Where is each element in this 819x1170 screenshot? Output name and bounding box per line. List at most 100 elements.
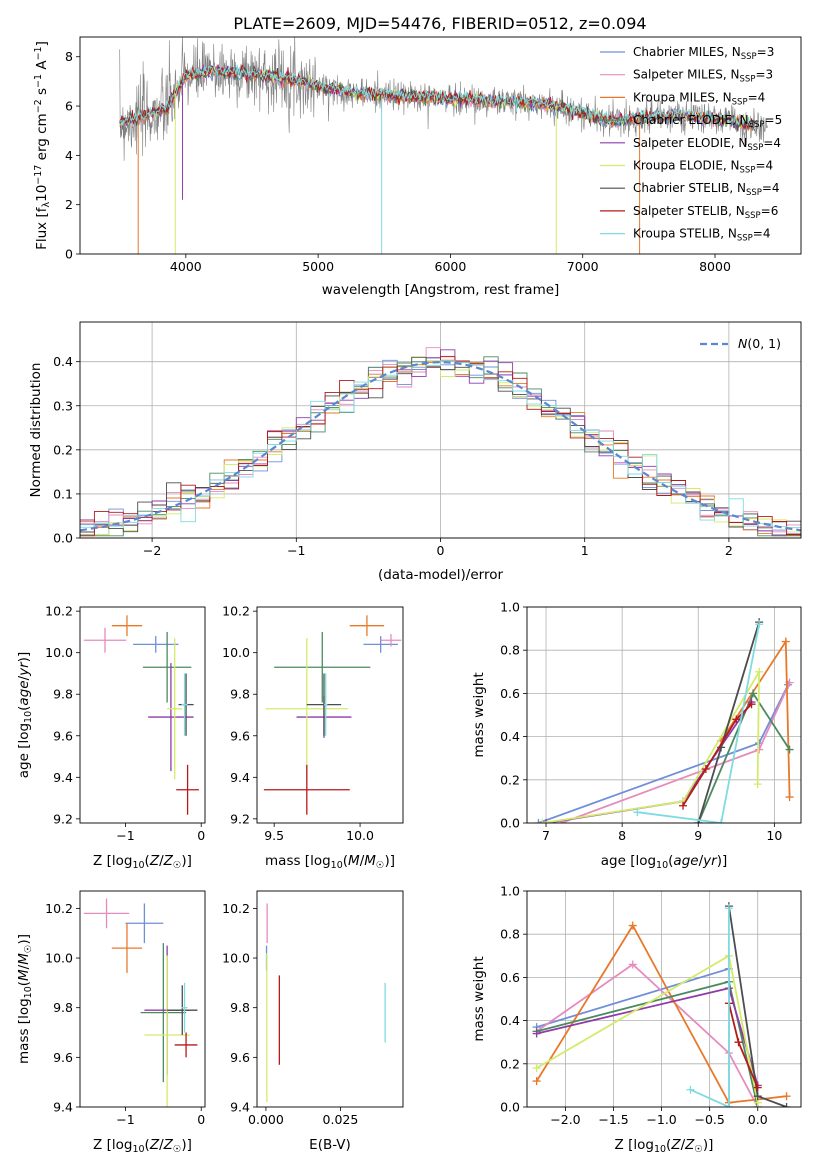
- legend-sub: SSP: [745, 211, 761, 221]
- x-tick-label: 0: [197, 828, 205, 843]
- x-tick-label: 10: [766, 828, 782, 843]
- gaussian-curve: [80, 360, 801, 532]
- figure-title: PLATE=2609, MJD=54476, FIBERID=0512, z=0…: [233, 14, 646, 33]
- y-tick-label: 10.2: [222, 901, 250, 916]
- y-tick-label: 0.0: [53, 531, 73, 546]
- legend-label-kroupa_stelib: Kroupa STELIB, NSSP=4: [633, 227, 771, 244]
- x-tick-label: 10.0: [346, 828, 374, 843]
- y-tick-label: 10.0: [45, 645, 73, 660]
- plot-area: [534, 618, 794, 823]
- weight-marker-kroupa_stelib: [724, 1103, 733, 1107]
- label-part: yr: [702, 853, 718, 869]
- y-axis-label: age [log10(age/yr)]: [16, 652, 34, 778]
- label-part: −2: [33, 99, 44, 113]
- label-part: 10: [23, 711, 34, 723]
- x-tick-label: −1: [287, 543, 305, 558]
- label-part: )]: [703, 1137, 714, 1153]
- label-part: Z: [670, 1137, 681, 1153]
- label-part: M: [16, 953, 32, 965]
- legend-text: Chabrier MILES, N: [633, 45, 741, 59]
- label-part: 10: [331, 860, 343, 871]
- label-part: ☉: [173, 860, 182, 871]
- label-part: mass [log: [265, 853, 331, 869]
- weight-marker-salpeter_stelib: [701, 765, 710, 773]
- weight-marker-chabrier_elodie: [785, 745, 794, 754]
- legend-count: =3: [757, 45, 775, 59]
- y-tick-label: 0.3: [53, 398, 73, 413]
- legend-label-salpeter_elodie: Salpeter ELODIE, NSSP=4: [633, 136, 781, 153]
- panel-mass-vs-Z: −1 09.49.69.810.010.2Z [log10(Z/Z☉)]mass …: [16, 890, 206, 1155]
- plot-area: [80, 347, 801, 537]
- y-axis-label: mass weight: [471, 956, 487, 1041]
- legend-label-chabrier_miles: Chabrier MILES, NSSP=3: [633, 45, 774, 62]
- y-tick-label: 10.0: [222, 951, 250, 966]
- y-axis-label: mass weight: [471, 672, 487, 757]
- weight-marker-salpeter_stelib: [747, 700, 756, 709]
- y-tick-label: 9.2: [53, 811, 73, 826]
- x-tick-label: 6000: [435, 259, 467, 274]
- weight-marker-kroupa_stelib: [717, 819, 726, 823]
- legend-text: Kroupa ELODIE, N: [633, 159, 740, 173]
- y-tick-label: 1.0: [500, 600, 520, 615]
- y-tick-label: 10.2: [45, 604, 73, 619]
- label-part: /: [159, 853, 164, 869]
- weight-line-kroupa_stelib: [637, 624, 760, 823]
- weight-marker-kroupa_elodie: [755, 667, 764, 676]
- legend-args: (0, 1): [747, 336, 781, 351]
- y-tick-label: 9.8: [230, 687, 250, 702]
- weight-marker-kroupa_stelib: [686, 1085, 695, 1094]
- plot-area: [263, 615, 402, 815]
- x-tick-label: 7: [542, 828, 550, 843]
- weight-marker-kroupa_miles: [532, 1077, 541, 1086]
- label-part: Z [log: [93, 1137, 132, 1153]
- legend-text: Chabrier ELODIE, N: [633, 113, 749, 127]
- legend-label-salpeter_stelib: Salpeter STELIB, NSSP=6: [633, 204, 778, 221]
- x-tick-label: 5000: [302, 259, 334, 274]
- hist-step-kroupa_stelib: [80, 360, 801, 533]
- legend-count: =5: [765, 113, 783, 127]
- legend-n: N: [738, 336, 748, 351]
- label-part: Z: [149, 1137, 160, 1153]
- weight-line-kroupa_stelib: [690, 908, 730, 1107]
- plot-area: [119, 37, 768, 254]
- weight-marker-salpeter_stelib: [753, 1083, 762, 1092]
- weight-marker-kroupa_stelib: [633, 808, 642, 817]
- axes-frame: [79, 321, 802, 539]
- y-tick-label: 0.2: [500, 1056, 520, 1071]
- legend-sub: SSP: [741, 52, 757, 62]
- weight-marker-kroupa_miles: [782, 1092, 791, 1101]
- label-part: /: [681, 1137, 686, 1153]
- weight-marker-kroupa_miles: [781, 637, 790, 646]
- y-tick-label: 1.0: [500, 884, 520, 899]
- label-part: /: [16, 964, 32, 969]
- label-part: ☉: [376, 860, 385, 871]
- panel-residual-hist: −2 −1 0 1 2 0.0 0.1 0.2 0.3 0.4 (data-model)/error…: [28, 321, 802, 583]
- x-tick-label: −2.0: [550, 1112, 580, 1127]
- label-part: mass [log: [16, 998, 32, 1064]
- label-part: age [log: [601, 853, 656, 869]
- label-part: /: [159, 1137, 164, 1153]
- axes-frame: [79, 36, 802, 255]
- label-part: ☉: [694, 1144, 703, 1155]
- x-tick-label: 9.5: [264, 828, 284, 843]
- x-tick-label: 9: [694, 828, 702, 843]
- legend-text: Chabrier STELIB, N: [633, 181, 746, 195]
- y-tick-label: 9.4: [230, 770, 250, 785]
- label-part: (: [145, 1137, 150, 1153]
- x-tick-label: −1: [116, 1112, 134, 1127]
- panel-spectrum: 4000 5000 6000 7000 8000 0 2 4 6 8 wavelength [Ang…: [33, 36, 802, 298]
- legend-sub: SSP: [740, 166, 756, 176]
- y-tick-label: 9.8: [53, 1000, 73, 1015]
- label-part: Z [log: [93, 853, 132, 869]
- label-part: M: [16, 969, 32, 981]
- weight-marker-salpeter_stelib: [732, 715, 741, 724]
- x-tick-label: −1: [116, 828, 134, 843]
- weight-marker-kroupa_stelib: [755, 620, 764, 629]
- x-tick-label: 0: [197, 1112, 205, 1127]
- label-part: A: [34, 60, 50, 74]
- y-tick-label: 9.6: [53, 728, 73, 743]
- label-part: /: [699, 853, 704, 869]
- panel-weight-vs-Z: −2.0 −1.5 −1.0 −0.5 0.0 0.0 0.2 0.4 0.6 0.8 1.0 Z […: [471, 884, 802, 1155]
